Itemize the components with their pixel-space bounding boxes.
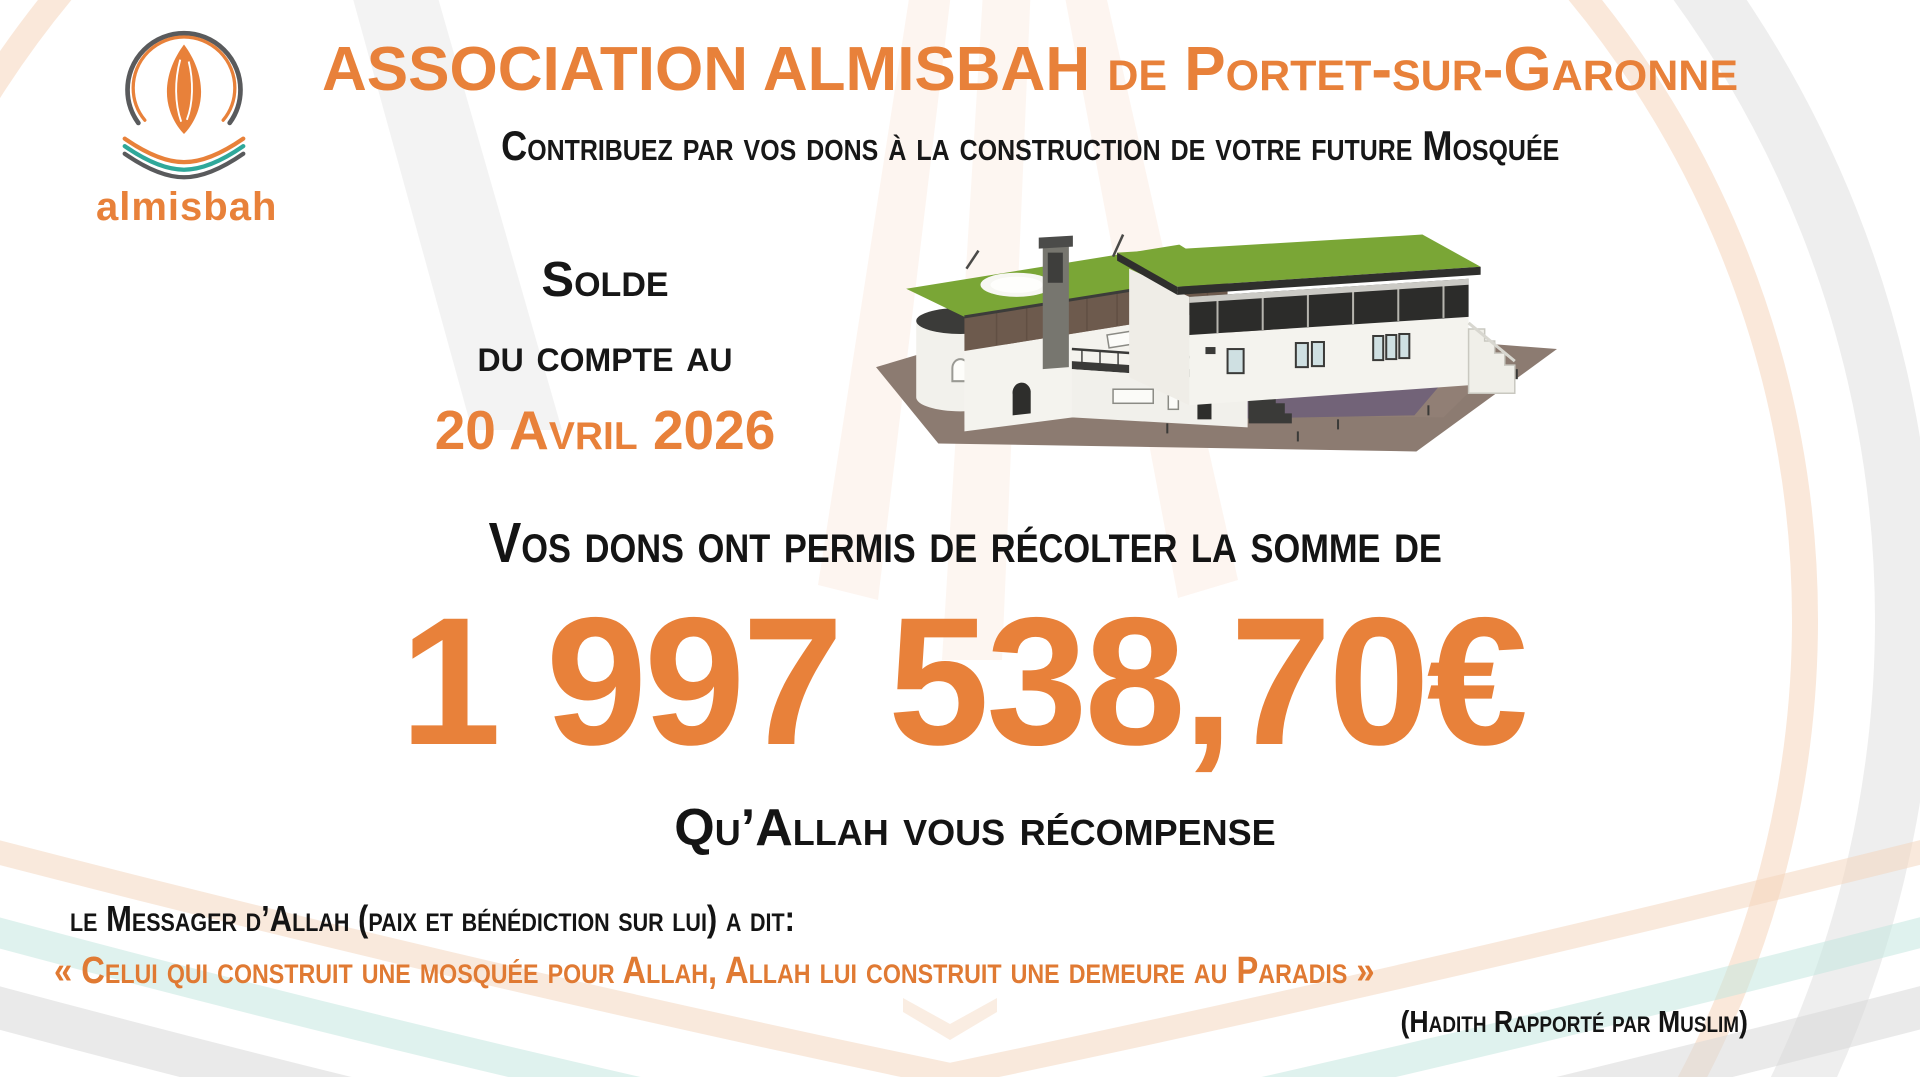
balance-date: 20 Avril 2026 [434,399,776,461]
blessing-line: Qu’Allah vous récompense [674,799,1276,857]
hadith-quote-line: « Celui qui construit une mosquée pour A… [54,950,1590,993]
balance-block: Solde du compte au 20 Avril 2026 [345,243,865,468]
almisbah-logo: almisbah [96,20,278,230]
hadith-intro-line: le Messager d’Allah (paix et bénédiction… [70,898,913,940]
logo-wordmark: almisbah [96,185,278,229]
hadith-intro-text: le Messager d’Allah (paix et bénédiction… [70,898,795,939]
future-mosque-render [866,216,1564,458]
balance-label-line1: Solde [541,253,669,307]
donation-intro-text: Vos dons ont permis de récolter la somme… [488,511,1442,575]
page-title: ASSOCIATION ALMISBAH de Portet-sur-Garon… [322,35,1738,104]
hadith-source-line: (Hadith Rapporté par Muslim) [1344,1004,1748,1040]
mosque-render [876,234,1557,452]
page-subtitle: Contribuez par vos dons à la constructio… [240,122,1820,170]
hadith-source-text: (Hadith Rapporté par Muslim) [1400,1004,1748,1039]
hadith-quote-text: « Celui qui construit une mosquée pour A… [54,950,1375,992]
balance-label-line2: du compte au [477,329,733,381]
future-mosque-3d-render-icon [876,234,1557,452]
donation-intro-line: Vos dons ont permis de récolter la somme… [0,510,1920,576]
donation-amount: 1 997 538,70€ [400,579,1528,783]
almisbah-flame-book-icon [122,30,246,180]
page-subtitle-text: Contribuez par vos dons à la constructio… [500,122,1560,169]
